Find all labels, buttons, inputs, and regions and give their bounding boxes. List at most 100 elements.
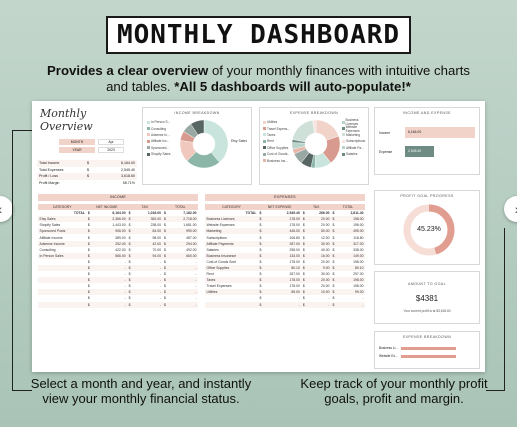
table-cell: 495.00 — [338, 228, 365, 235]
overview-panel: Monthly Overview MONTH Apr YEAR 2023 Tot… — [37, 105, 137, 191]
amount-to-goal-value: $4381 — [415, 294, 439, 303]
table-cell: 20.00 — [321, 259, 330, 264]
amount-to-goal-panel: AMOUNT TO GOAL $4381 Your current profit… — [374, 271, 480, 324]
table-cell: 80.10 — [268, 264, 302, 272]
table-header-cell: TOTAL — [331, 204, 365, 211]
table-cell: - — [195, 284, 197, 289]
legend-label: Marketing — [346, 132, 360, 137]
table-cell: Affiliate Income — [39, 235, 63, 240]
amount-to-goal-title: AMOUNT TO GOAL — [408, 282, 446, 286]
table-header-cell: CATEGORY — [205, 204, 258, 211]
connector-line-left-top — [12, 130, 32, 131]
donut-slice — [292, 120, 315, 143]
table-cell: 2,718.00 — [170, 216, 198, 223]
income-label: Income — [379, 131, 391, 135]
table-cell: $ — [127, 289, 136, 296]
table-cell: $ — [86, 240, 96, 247]
table-cell: - — [170, 289, 198, 296]
table-row: $ - $ - $ - — [38, 264, 198, 272]
table-cell: $ — [127, 301, 136, 308]
expense-legend-item: Affiliate Pa... — [342, 145, 368, 151]
table-cell: $ — [162, 228, 171, 235]
table-cell — [38, 264, 87, 272]
income-legend-item: Shopify Sales — [147, 151, 171, 157]
table-cell: $ — [301, 277, 310, 284]
table-cell: Adsense Income — [38, 240, 87, 247]
stat-dollar: $ — [87, 161, 89, 165]
table-cell: - — [124, 284, 126, 289]
table-cell: - — [195, 296, 197, 301]
table-cell: - — [95, 289, 128, 296]
table-cell: $ — [127, 240, 136, 247]
legend-label: Utilities — [267, 120, 278, 125]
table-cell: - — [362, 296, 364, 301]
table-cell: $ — [162, 301, 171, 308]
expense-breakdown-bar-row: Website Ex... — [379, 353, 477, 359]
bar-label: Business Li... — [379, 346, 398, 350]
table-cell: $ — [127, 252, 136, 259]
table-row: Salaries $298.00 $40.00 $338.00 — [205, 247, 365, 253]
year-select[interactable]: 2023 — [98, 147, 124, 153]
legend-label: Business Licenses — [345, 118, 359, 127]
table-header-row: CATEGORY NET INCOME TAX TOTAL — [38, 204, 198, 211]
table-cell: 118.80 — [353, 235, 364, 240]
table-cell: $ — [301, 252, 310, 259]
table-row: $ - $ - $ - — [38, 301, 198, 308]
table-cell: - — [95, 264, 128, 272]
table-cell: - — [95, 301, 128, 308]
legend-swatch — [342, 152, 345, 156]
table-row: Sponsored Posts $906.00 $84.00 $990.00 — [38, 228, 198, 235]
month-select[interactable]: Apr — [98, 139, 124, 145]
table-cell: - — [159, 296, 162, 301]
table-cell: 178.00 — [268, 277, 302, 284]
table-cell: 149.00 — [338, 252, 365, 259]
table-cell — [38, 301, 87, 308]
table-cell — [38, 277, 87, 284]
table-cell: - — [195, 259, 197, 264]
legend-label: Travel Expens... — [267, 126, 290, 131]
table-cell: 198.00 — [338, 277, 365, 284]
table-cell: $ — [302, 247, 305, 252]
table-cell: $ — [128, 296, 131, 301]
table-cell: 94.00 — [135, 252, 163, 259]
legend-label: In Person S... — [151, 120, 171, 125]
legend-swatch — [147, 133, 150, 137]
table-cell: $ — [257, 277, 269, 284]
table-cell: Shopify Sales — [39, 223, 61, 228]
legend-swatch — [342, 146, 345, 150]
table-cell: $ — [162, 264, 171, 272]
prev-arrow-icon[interactable]: ‹ — [0, 196, 13, 222]
next-arrow-icon[interactable]: › — [504, 196, 517, 222]
table-cell: $ — [332, 272, 335, 277]
table-cell: - — [195, 272, 197, 277]
legend-label: Rent — [267, 139, 274, 144]
legend-label: Affiliate Inc... — [151, 139, 170, 144]
income-legend-item: In Person S... — [147, 119, 171, 125]
table-row: Consulting $422.00 $70.00 $492.00 — [38, 247, 198, 253]
table-cell: 338.00 — [353, 247, 364, 252]
legend-swatch — [147, 146, 150, 150]
table-row: In Person Sales $566.00 $94.00 $660.00 — [38, 252, 198, 259]
table-cell: 178.00 — [268, 216, 302, 223]
legend-label: Office Supplies — [267, 145, 289, 150]
expense-legend-item: Business Ins... — [263, 157, 290, 163]
overview-stat-row: Total Expenses $2,545.40 — [37, 167, 137, 174]
table-cell — [38, 289, 87, 296]
table-cell: $ — [331, 277, 339, 284]
table-cell: $ — [87, 235, 90, 240]
legend-swatch — [147, 127, 150, 131]
table-cell: $ — [87, 272, 90, 277]
table-cell: Taxes — [205, 277, 258, 284]
table-row: Website Expenses $178.00 $20.00 $198.00 — [205, 222, 365, 228]
table-cell: - — [159, 272, 162, 277]
legend-swatch — [342, 127, 345, 131]
expense-breakdown-small-title: EXPENSE BREAKDOWN — [402, 335, 452, 339]
bar-fill — [401, 346, 456, 350]
table-cell: $ — [128, 235, 131, 240]
expense-breakdown-bar-row: Business Li... — [379, 345, 477, 351]
overview-heading: Monthly Overview — [40, 107, 93, 133]
legend-swatch — [147, 152, 150, 156]
table-cell: $ — [87, 284, 90, 289]
table-cell: 445.00 — [268, 228, 302, 235]
expense-table-title: EXPENSES — [205, 194, 365, 201]
